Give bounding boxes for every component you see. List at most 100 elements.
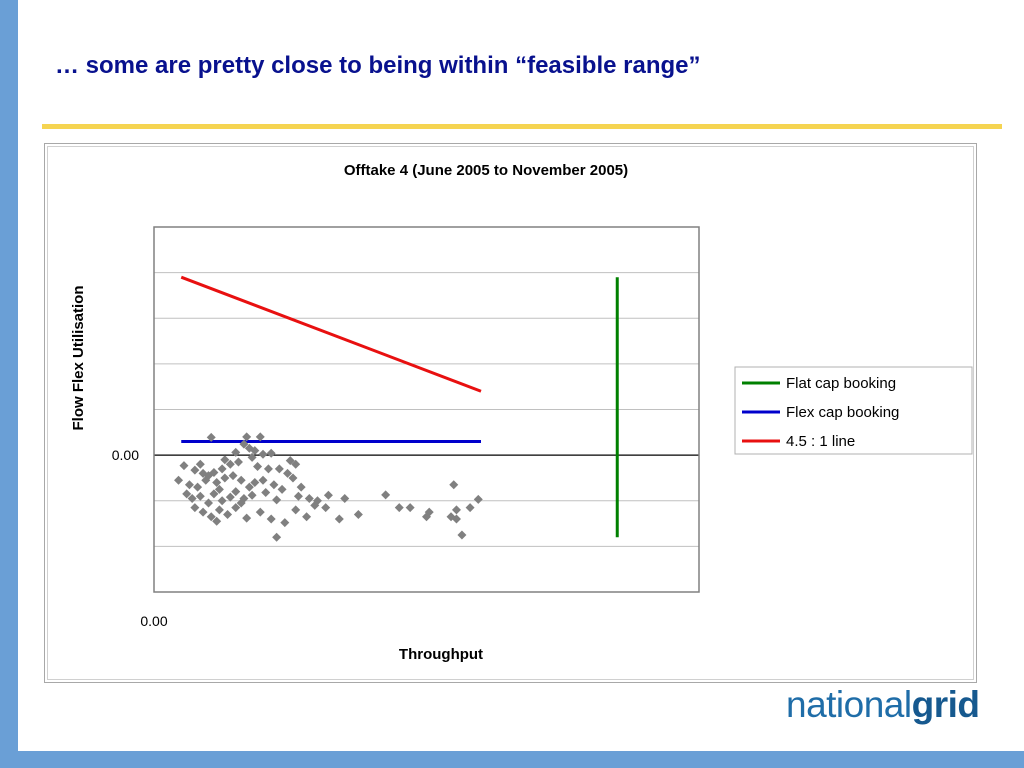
scatter-point xyxy=(321,503,331,513)
scatter-point xyxy=(250,478,260,487)
scatter-point xyxy=(451,514,461,524)
y-axis-label: Flow Flex Utilisation xyxy=(70,285,87,430)
scatter-point xyxy=(236,498,246,508)
scatter-point xyxy=(244,443,254,453)
scatter-point xyxy=(353,509,363,519)
scatter-point xyxy=(198,468,208,478)
scatter-point xyxy=(280,518,290,528)
scatter-point xyxy=(182,489,192,499)
x-tick-label: 0.00 xyxy=(140,613,167,629)
scatter-point xyxy=(291,459,301,469)
scatter-point xyxy=(247,490,257,500)
scatter-point xyxy=(457,530,467,540)
scatter-point xyxy=(261,488,271,498)
scatter-chart: Offtake 4 (June 2005 to November 2005) T… xyxy=(70,162,973,663)
scatter-point xyxy=(195,491,205,501)
scatter-point xyxy=(231,487,241,497)
scatter-point xyxy=(190,503,200,513)
scatter-point xyxy=(190,465,200,475)
legend-label: 4.5 : 1 line xyxy=(786,433,855,450)
plot-border xyxy=(153,226,700,593)
scatter-point xyxy=(242,432,252,442)
scatter-point xyxy=(424,507,434,517)
logo-bold-text: grid xyxy=(911,684,980,725)
scatter-point xyxy=(274,464,284,474)
plot-layer: 0.00 0.00 xyxy=(112,226,700,629)
scatter-point xyxy=(187,493,197,503)
scatter-point xyxy=(184,480,194,490)
scatter-point xyxy=(394,503,404,513)
scatter-point xyxy=(255,432,265,442)
scatter-point xyxy=(291,505,301,515)
scatter-point xyxy=(451,505,461,515)
slide-title: … some are pretty close to being within … xyxy=(55,52,701,79)
scatter-point xyxy=(228,471,238,481)
chart-title: Offtake 4 (June 2005 to November 2005) xyxy=(344,162,628,179)
scatter-point xyxy=(258,449,268,459)
scatter-point xyxy=(239,493,249,503)
scatter-point xyxy=(263,464,273,474)
scatter-point xyxy=(204,498,213,508)
x-axis-label: Throughput xyxy=(399,646,483,663)
scatter-point xyxy=(239,439,249,449)
legend-box xyxy=(734,366,973,455)
scatter-point xyxy=(381,490,391,500)
scatter-point xyxy=(334,514,344,524)
scatter-point xyxy=(217,464,227,474)
scatter-point xyxy=(214,484,224,494)
scatter-point xyxy=(422,512,431,522)
scatter-point xyxy=(253,462,263,472)
scatter-point xyxy=(198,507,208,517)
scatter-point xyxy=(174,475,184,485)
scatter-point xyxy=(277,484,287,494)
scatter-point xyxy=(465,503,475,513)
title-underline xyxy=(42,124,1002,129)
scatter-point xyxy=(473,494,483,504)
legend-label: Flat cap booking xyxy=(786,375,896,392)
scatter-point xyxy=(212,516,222,526)
scatter-point xyxy=(225,459,235,469)
left-accent-bar xyxy=(0,0,18,768)
chart-legend: Flat cap booking Flex cap booking 4.5 : 1 … xyxy=(734,366,973,455)
scatter-point xyxy=(247,452,257,462)
scatter-point xyxy=(293,491,303,501)
scatter-point xyxy=(206,512,216,522)
scatter-point xyxy=(220,473,230,483)
logo-light-text: national xyxy=(786,684,912,725)
scatter-point xyxy=(266,448,276,458)
legend-label: Flex cap booking xyxy=(786,404,899,421)
scatter-point xyxy=(220,455,230,465)
scatter-point xyxy=(244,482,254,492)
scatter-point xyxy=(323,490,333,500)
scatter-point xyxy=(304,493,314,503)
scatter-point xyxy=(204,471,213,481)
scatter-point xyxy=(231,447,241,457)
scatter-point xyxy=(296,482,306,492)
scatter-point xyxy=(179,461,189,471)
scatter-point xyxy=(313,496,322,506)
scatter-point xyxy=(283,468,293,478)
scatter-point xyxy=(217,496,227,506)
scatter-point xyxy=(193,482,203,492)
series-line-4-5-1-line xyxy=(180,275,482,393)
scatter-point xyxy=(310,500,320,510)
scatter-point xyxy=(302,512,312,522)
scatter-point xyxy=(206,432,216,442)
scatter-point xyxy=(209,467,219,477)
scatter-point xyxy=(285,456,295,466)
y-tick-label: 0.00 xyxy=(112,447,139,463)
scatter-point xyxy=(209,489,219,499)
scatter-point xyxy=(212,478,222,487)
national-grid-logo: nationalgrid xyxy=(786,684,980,726)
chart-container: Offtake 4 (June 2005 to November 2005) T… xyxy=(44,143,977,683)
scatter-point xyxy=(242,513,252,523)
scatter-point xyxy=(405,503,415,513)
scatter-point xyxy=(340,493,350,503)
scatter-point xyxy=(258,475,268,485)
scatter-point xyxy=(272,495,282,505)
scatter-point xyxy=(255,507,265,517)
scatter-point xyxy=(214,505,224,515)
scatter-point xyxy=(233,457,243,467)
scatter-point xyxy=(231,503,241,513)
plot-area xyxy=(154,227,699,592)
